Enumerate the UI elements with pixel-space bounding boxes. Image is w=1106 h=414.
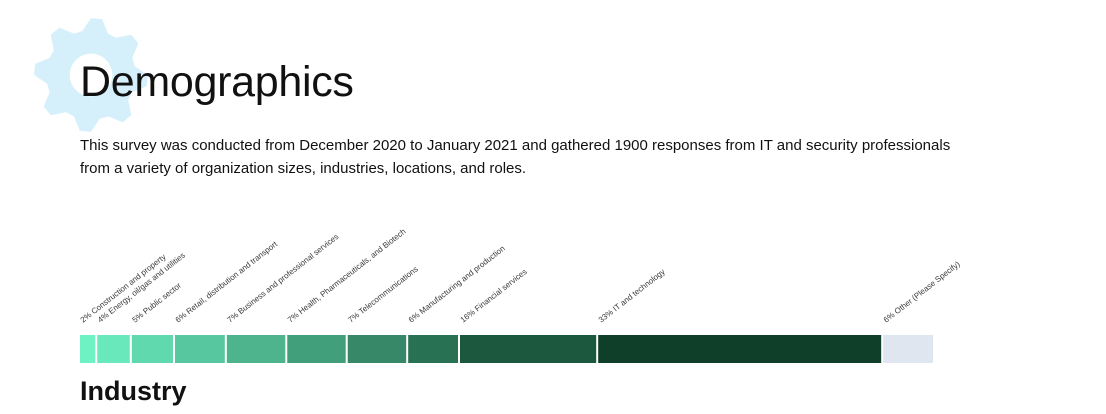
- bar-segment: [883, 335, 933, 363]
- bar-segment: [226, 335, 286, 363]
- bar-segment: [598, 335, 882, 363]
- survey-description: This survey was conducted from December …: [80, 137, 951, 177]
- category-label: 7% Business and professional services: [226, 232, 341, 325]
- bar-segment: [287, 335, 346, 363]
- bar-segment: [175, 335, 225, 363]
- gear-icon: [34, 18, 148, 132]
- page-title: Demographics: [80, 58, 354, 106]
- category-label: 6% Manufacturing and production: [407, 244, 507, 325]
- category-label: 2% Construction and property: [79, 252, 168, 324]
- category-label: 6% Retail, distribution and transport: [174, 239, 280, 325]
- industry-heading: Industry: [80, 376, 187, 406]
- bar-segment: [80, 335, 96, 363]
- bar-segment: [408, 335, 458, 363]
- bar-segment: [460, 335, 597, 363]
- bar-segment: [97, 335, 130, 363]
- category-label: 7% Health, Pharmaceuticals, and Biotech: [286, 227, 408, 325]
- category-label: 33% IT and technology: [597, 267, 667, 324]
- bar-segment: [131, 335, 173, 363]
- gear-shape: [34, 18, 148, 132]
- bar-segment: [347, 335, 407, 363]
- industry-bar-segments: [80, 335, 933, 363]
- category-label: 6% Other (Please Specify): [882, 259, 962, 324]
